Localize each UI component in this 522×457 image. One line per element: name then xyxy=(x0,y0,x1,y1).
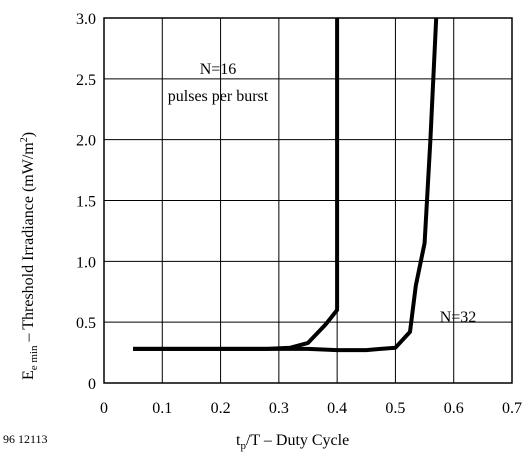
y-tick-label: 0.5 xyxy=(76,315,96,332)
y-tick-label: 1.0 xyxy=(76,254,96,271)
series-layer xyxy=(133,17,439,353)
grid xyxy=(103,17,513,384)
x-tick-label: 0.2 xyxy=(211,400,231,417)
annotation-n32: N=32 xyxy=(440,309,477,326)
x-tick-label: 0 xyxy=(100,400,108,417)
x-tick-label: 0.6 xyxy=(444,400,464,417)
x-axis-label-sub: p xyxy=(240,440,246,452)
y-axis-label-sub: e min xyxy=(28,345,40,370)
y-tick-label: 3.0 xyxy=(76,11,96,28)
y-axis-label-main: E xyxy=(20,370,37,380)
x-axis-label-rest: /T – Duty Cycle xyxy=(246,432,349,449)
y-axis-label-close: ) xyxy=(20,132,37,137)
x-axis-label-main: t xyxy=(236,432,241,449)
x-axis-label: tp/T – Duty Cycle xyxy=(236,432,349,452)
figure-number: 96 12113 xyxy=(3,432,48,446)
x-tick-label: 0.7 xyxy=(502,400,522,417)
x-tick-label: 0.5 xyxy=(385,400,405,417)
x-tick-label: 0.1 xyxy=(152,400,172,417)
y-tick-label: 2.0 xyxy=(76,133,96,150)
x-tick-label: 0.3 xyxy=(269,400,289,417)
plot-frame xyxy=(103,17,513,384)
y-tick-label: 2.5 xyxy=(76,72,96,89)
y-axis-label-rest: – Threshold Irradiance (mW/m xyxy=(20,142,37,346)
y-axis-label-sup: 2 xyxy=(19,137,30,142)
annotation-n16-line1: N=16 xyxy=(200,61,237,78)
y-tick-label: 0 xyxy=(88,376,96,393)
tick-labels: 0 0.1 0.2 0.3 0.4 0.5 0.6 0.7 0 0.5 1.0 1.5 2.0 2.5 3.… xyxy=(76,11,522,417)
y-tick-label: 1.5 xyxy=(76,194,96,211)
y-axis-label: Ee min – Threshold Irradiance (mW/m2) xyxy=(19,132,40,380)
x-tick-label: 0.4 xyxy=(327,400,347,417)
series-line-n-32 xyxy=(133,17,439,353)
annotation-n16-line2: pulses per burst xyxy=(168,88,269,105)
